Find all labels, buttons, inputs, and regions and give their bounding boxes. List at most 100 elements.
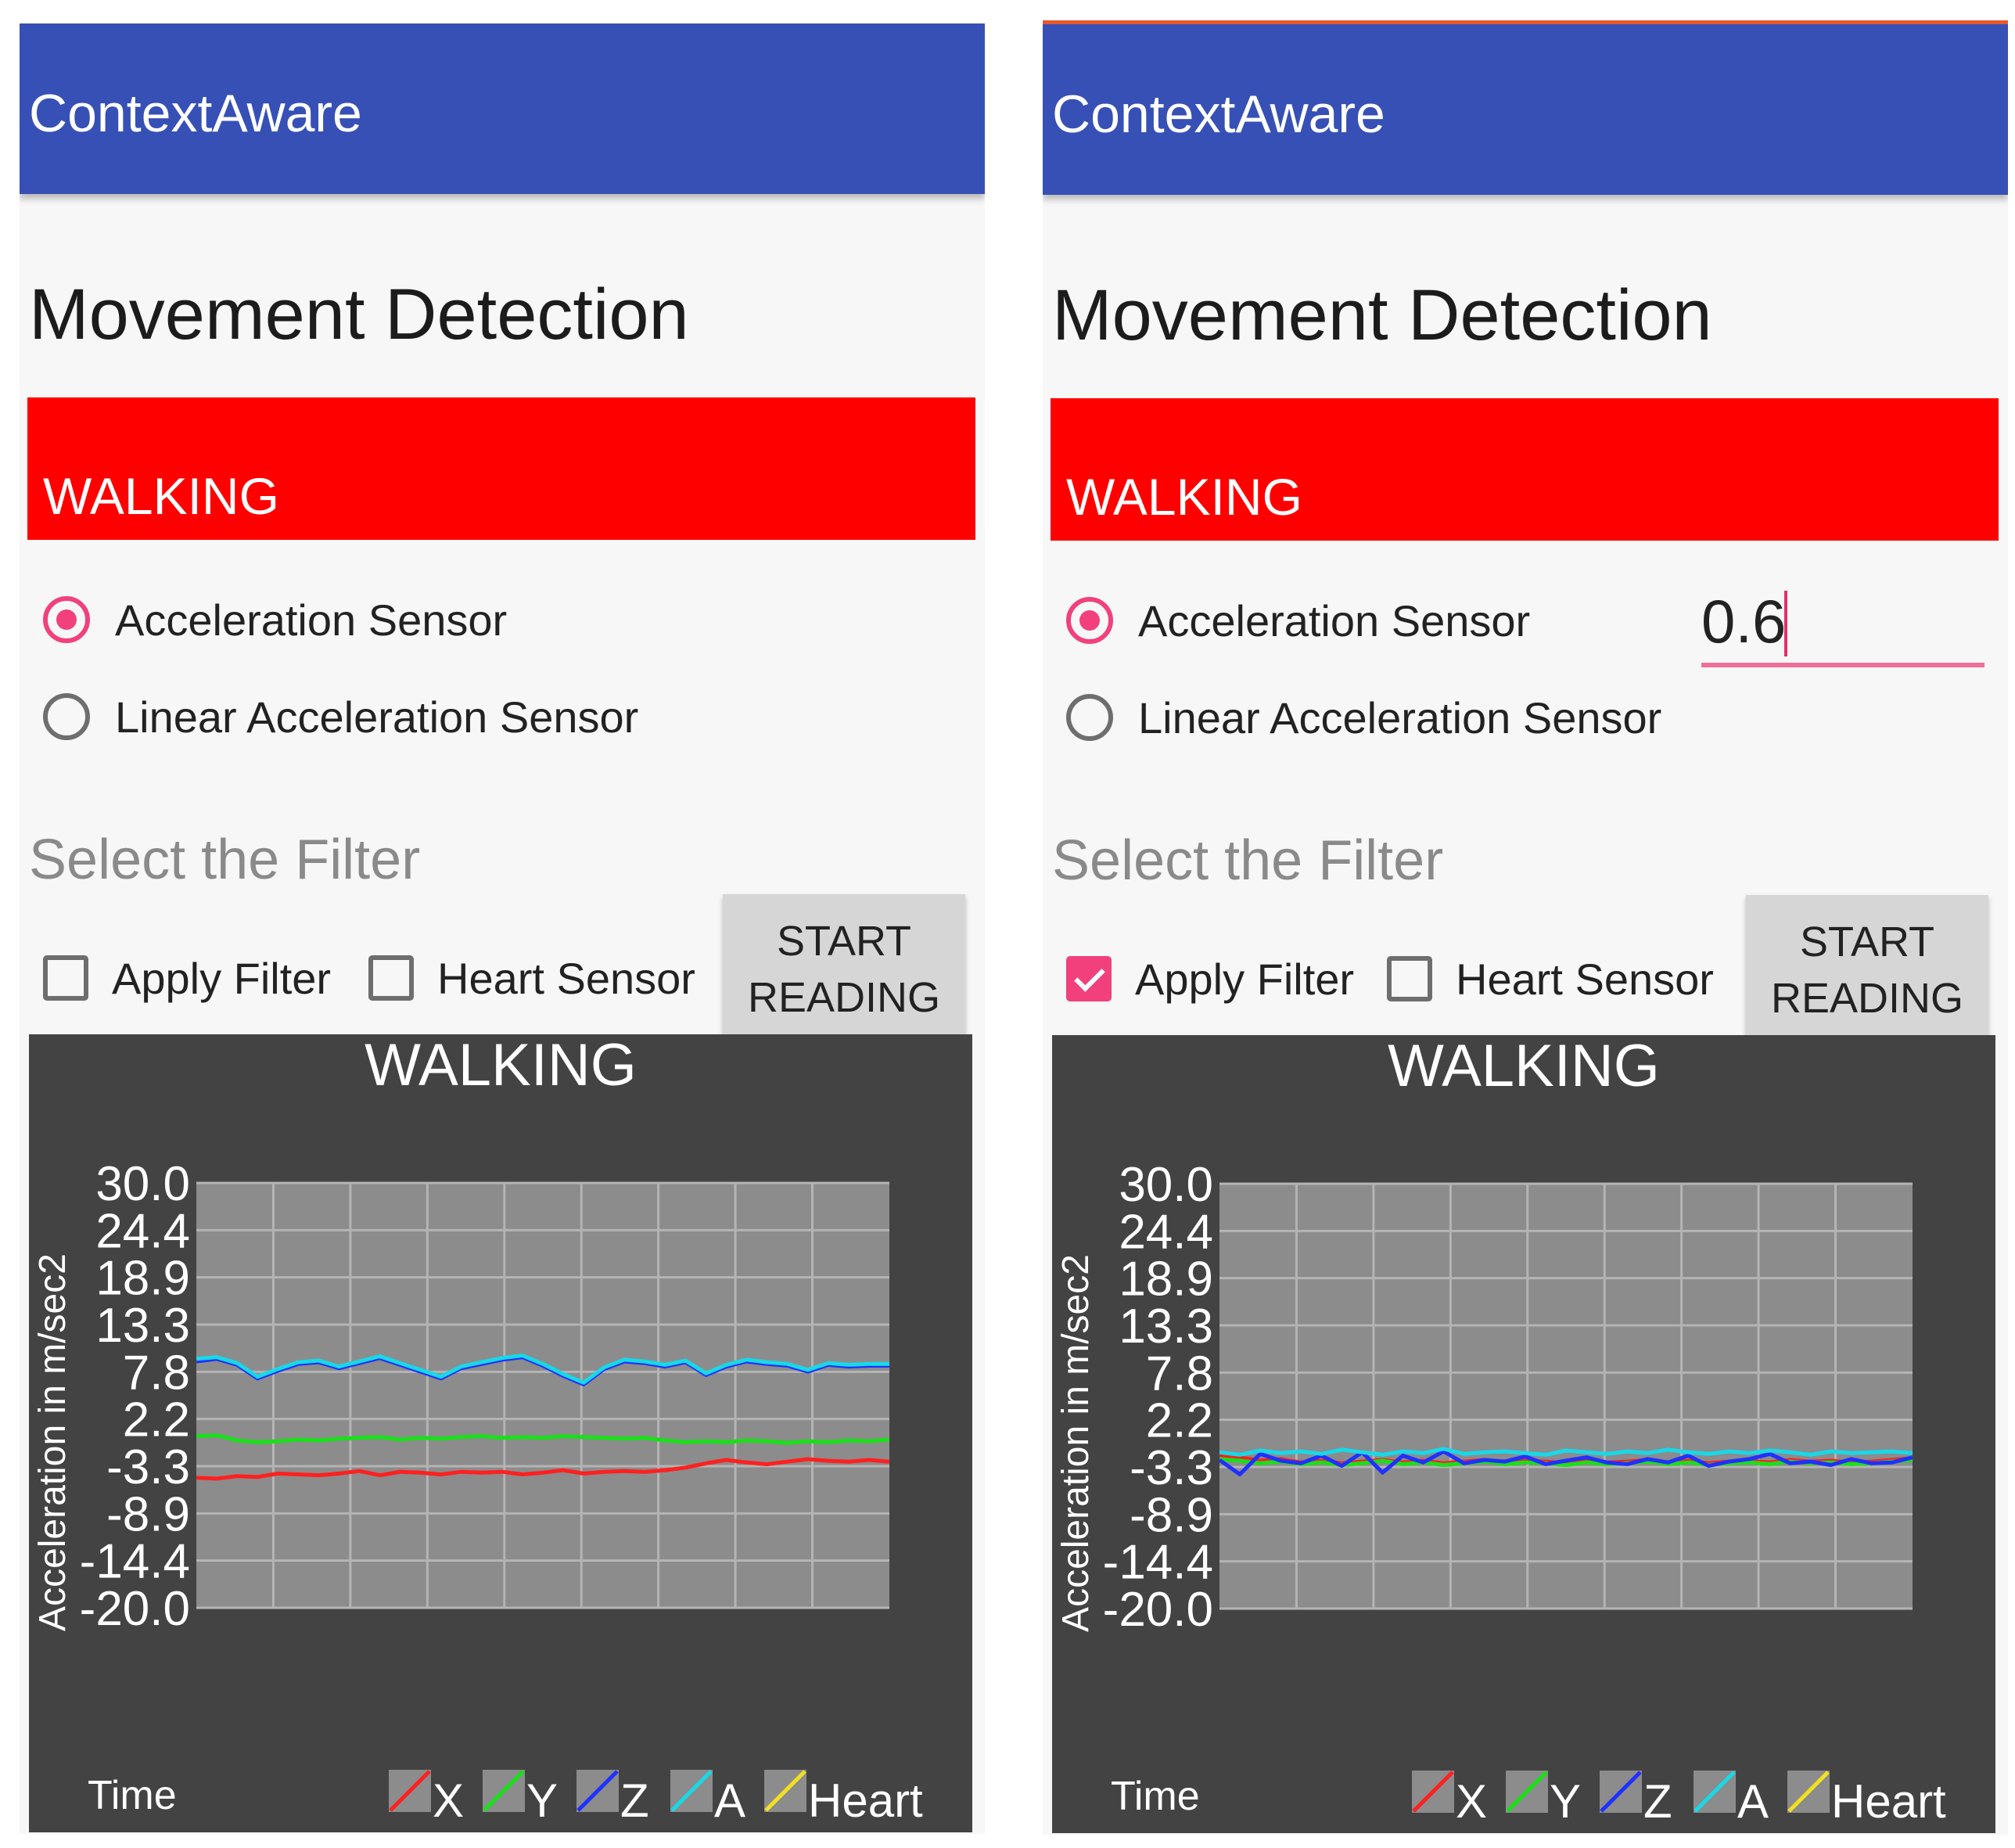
y-tick-label: 2.2	[1146, 1394, 1213, 1448]
app-title: ContextAware	[1052, 84, 1385, 144]
legend-label: Heart	[1831, 1775, 1946, 1828]
radio-button-checked[interactable]	[1066, 597, 1113, 644]
series-line-y	[196, 1433, 890, 1445]
legend-swatch-line	[670, 1770, 713, 1812]
legend-swatch-line	[1412, 1771, 1454, 1813]
legend-swatch-line	[764, 1770, 806, 1812]
y-axis-label: Acceleration in m/sec2	[32, 1253, 74, 1631]
chart-svg: WALKING 30.024.418.913.37.82.2-3.3-8.9-14…	[32, 1034, 923, 1827]
y-tick-label: -14.4	[1103, 1536, 1213, 1590]
start-button-line1: START	[1799, 919, 1935, 965]
series-line-z	[1218, 1449, 1913, 1476]
checkbox-label: Apply Filter	[1135, 954, 1355, 1004]
radio-label: Acceleration Sensor	[115, 595, 508, 645]
legend-label: Y	[526, 1774, 558, 1827]
y-tick-label: -14.4	[80, 1535, 190, 1589]
checkbox-apply-filter[interactable]: Apply Filter	[43, 947, 331, 1009]
legend-swatch-line	[483, 1770, 525, 1812]
section-label: Select the Filter	[29, 829, 421, 891]
legend-label: X	[433, 1774, 464, 1827]
text-caret	[1784, 591, 1787, 656]
status-text: WALKING	[43, 467, 279, 525]
legend-label: A	[714, 1774, 745, 1827]
radio-button[interactable]	[1066, 694, 1113, 741]
legend-label: Z	[620, 1774, 649, 1827]
y-tick-label: 24.4	[1119, 1205, 1213, 1259]
legend-label: A	[1737, 1775, 1769, 1828]
start-button-line2: READING	[747, 974, 941, 1021]
checkbox-label: Heart Sensor	[437, 953, 695, 1003]
status-banner	[1051, 398, 1999, 541]
checkbox-heart-sensor[interactable]: Heart Sensor	[368, 947, 695, 1009]
start-reading-button[interactable]: START READING	[723, 894, 965, 1049]
series-line-a	[196, 1354, 889, 1385]
checkbox[interactable]	[368, 955, 414, 1001]
checkbox-label: Apply Filter	[112, 953, 332, 1003]
start-button-line1: START	[776, 918, 912, 965]
y-tick-label: 18.9	[1119, 1253, 1213, 1307]
acceleration-chart: WALKING 30.0 24.4 18.9 13.3 7.8 2.2 -3.3 -8.9 -14…	[1052, 1035, 1995, 1833]
radio-acceleration-sensor[interactable]: Acceleration Sensor	[1066, 589, 1530, 652]
radio-linear-acceleration-sensor[interactable]: Linear Acceleration Sensor	[43, 685, 638, 748]
checkbox-heart-sensor[interactable]: Heart Sensor	[1387, 947, 1714, 1010]
y-tick-label: -3.3	[106, 1440, 190, 1494]
app-bar	[20, 23, 985, 194]
legend-swatch-line	[1787, 1771, 1830, 1813]
legend-label: Z	[1643, 1775, 1672, 1828]
plot-area	[1219, 1184, 1913, 1609]
checkbox-apply-filter[interactable]: Apply Filter	[1066, 947, 1354, 1010]
y-tick-label: 30.0	[1119, 1158, 1213, 1212]
filter-value-field[interactable]	[1701, 584, 1984, 658]
radio-label: Linear Acceleration Sensor	[115, 692, 639, 742]
y-tick-label: 24.4	[95, 1204, 190, 1258]
radio-label: Linear Acceleration Sensor	[1138, 692, 1662, 742]
app-bar	[1043, 24, 2008, 195]
x-axis-label: Time	[1111, 1774, 1200, 1819]
radio-acceleration-sensor[interactable]: Acceleration Sensor	[43, 588, 507, 651]
chart-svg: WALKING 30.024.418.913.37.82.2-3.3-8.9-14…	[1055, 1035, 1946, 1828]
radio-label: Acceleration Sensor	[1138, 595, 1531, 645]
y-tick-label: 7.8	[1146, 1346, 1213, 1400]
y-tick-label: -3.3	[1130, 1441, 1213, 1495]
section-label: Select the Filter	[1052, 829, 1444, 892]
filter-value-input[interactable]	[1701, 584, 1984, 667]
legend-swatch-line	[1506, 1771, 1548, 1813]
status-text: WALKING	[1066, 468, 1302, 526]
y-tick-label: 13.3	[95, 1299, 190, 1353]
y-axis-label: Acceleration in m/sec2	[1055, 1254, 1097, 1632]
page-title: Movement Detection	[29, 275, 689, 354]
screen-right: ContextAware Movement Detection WALKING …	[1043, 20, 2008, 1835]
start-button-line2: READING	[1770, 975, 1964, 1022]
checkbox-label: Heart Sensor	[1456, 954, 1714, 1004]
series-line-x	[196, 1457, 890, 1481]
legend-label: Heart	[808, 1774, 923, 1827]
radio-linear-acceleration-sensor[interactable]: Linear Acceleration Sensor	[1066, 686, 1661, 749]
y-tick-label: 7.8	[123, 1346, 190, 1400]
acceleration-chart: WALKING 30.0 24.4 18.9 13.3 7.8 2.2 -3.3 -8.9 -14…	[29, 1034, 972, 1832]
radio-button[interactable]	[43, 693, 90, 740]
series-line-a	[1219, 1447, 1913, 1457]
legend-swatch-line	[1600, 1771, 1642, 1813]
plot-area	[196, 1183, 889, 1608]
y-tick-label: -8.9	[1130, 1488, 1213, 1542]
chart-title: WALKING	[1388, 1035, 1660, 1099]
start-reading-button[interactable]: START READING	[1746, 895, 1988, 1050]
legend-label: Y	[1550, 1775, 1581, 1828]
checkbox-checked[interactable]	[1066, 956, 1112, 1001]
y-tick-label: 30.0	[95, 1157, 190, 1211]
status-banner	[27, 397, 975, 540]
checkbox[interactable]	[43, 955, 88, 1001]
page-title: Movement Detection	[1052, 275, 1712, 355]
y-tick-label: -8.9	[106, 1487, 190, 1541]
legend-swatch-line	[1694, 1771, 1736, 1813]
app-title: ContextAware	[29, 84, 362, 143]
screen-left: ContextAware Movement Detection WALKING …	[20, 23, 985, 1834]
x-axis-label: Time	[88, 1773, 177, 1818]
legend-label: X	[1456, 1775, 1487, 1828]
legend-swatch-line	[389, 1770, 431, 1812]
radio-button-checked[interactable]	[43, 596, 90, 643]
y-tick-label: 18.9	[95, 1252, 190, 1306]
checkbox[interactable]	[1387, 956, 1432, 1001]
y-tick-label: 2.2	[123, 1393, 190, 1447]
chart-title: WALKING	[365, 1034, 637, 1098]
